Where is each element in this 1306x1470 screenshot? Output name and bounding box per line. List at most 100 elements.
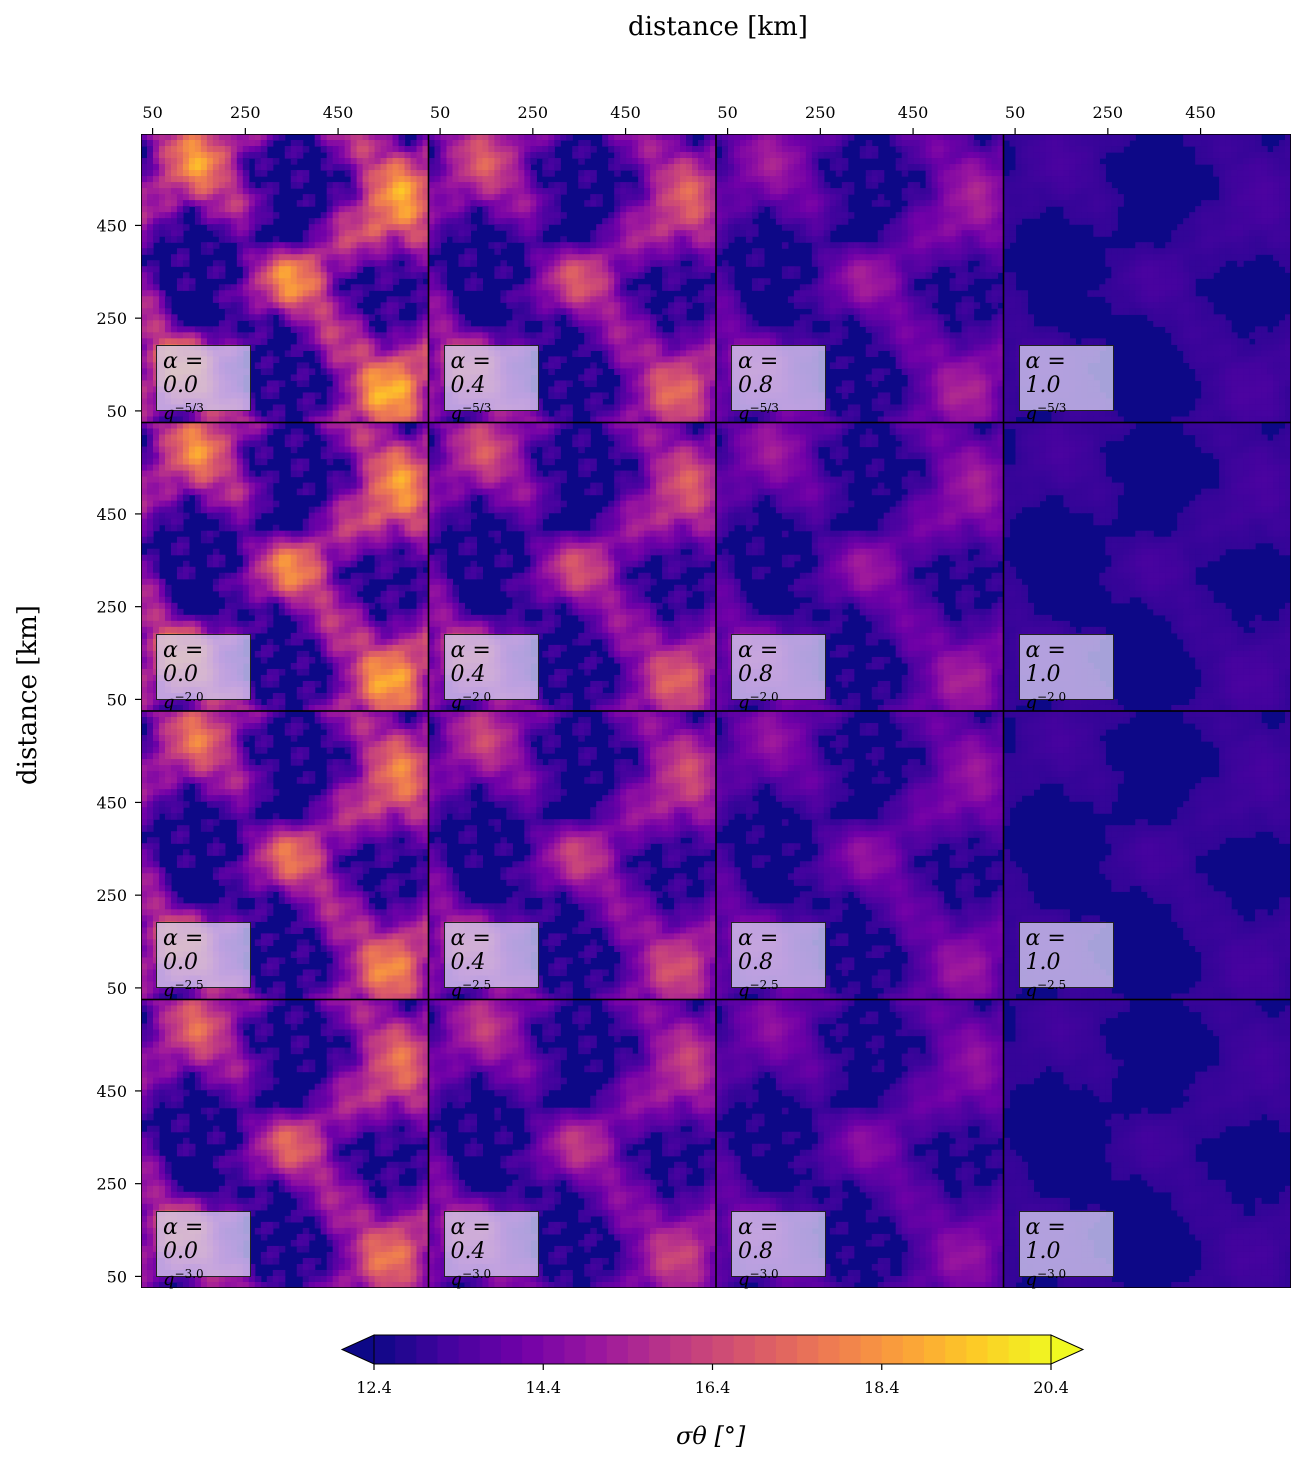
q-label: q−2.5 xyxy=(163,975,244,1001)
heatmap-panel-r3-c1 xyxy=(141,711,429,1000)
heatmap-panel-r3-c2 xyxy=(428,711,716,1000)
alpha-label: α = 0.0 xyxy=(163,638,244,687)
y-tick-label: 250 xyxy=(96,1175,127,1194)
colorbar-level xyxy=(627,1335,650,1364)
x-tick-label: 250 xyxy=(1093,103,1124,122)
y-tick-label: 50 xyxy=(107,690,127,709)
alpha-label: α = 1.0 xyxy=(1026,638,1107,687)
q-label: q−2.0 xyxy=(1026,687,1107,713)
colorbar-level xyxy=(395,1335,417,1364)
colorbar-tick-label: 18.4 xyxy=(864,1378,900,1397)
colorbar-level xyxy=(754,1335,777,1364)
colorbar-level xyxy=(543,1335,565,1364)
colorbar-level xyxy=(818,1335,840,1364)
colorbar-level xyxy=(458,1335,481,1364)
colorbar-level xyxy=(564,1335,587,1364)
alpha-label: α = 0.0 xyxy=(163,927,244,975)
colorbar-level xyxy=(987,1335,1010,1364)
panel-legend-box: α = 1.0 q−3.0 xyxy=(1018,1210,1114,1289)
y-tick-label: 50 xyxy=(107,979,127,998)
colorbar-level xyxy=(479,1335,502,1364)
x-tick-label: 250 xyxy=(230,103,261,122)
q-label: q−3.0 xyxy=(451,1264,532,1290)
panel-legend-box: α = 0.4 q−2.5 xyxy=(443,922,539,1001)
panel-legend-box: α = 1.0 q−5/3 xyxy=(1018,345,1114,424)
panel-legend-box: α = 0.8 q−5/3 xyxy=(731,345,826,424)
colorbar-level xyxy=(924,1335,946,1364)
colorbar-extend-max xyxy=(1050,1334,1085,1365)
x-tick-label: 50 xyxy=(430,103,450,122)
colorbar-level xyxy=(860,1335,883,1364)
axis-ticks: 50 250 450 50 250 450 50 250 450 50 250 450 450 250 50… xyxy=(96,103,1215,1286)
colorbar-tick-label: 20.4 xyxy=(1033,1378,1069,1397)
heatmap-panel-r3-c3 xyxy=(716,711,1004,1000)
panel-legend-box: α = 0.0 q−5/3 xyxy=(156,345,251,424)
alpha-label: α = 0.0 xyxy=(163,350,244,398)
q-label: q−3.0 xyxy=(163,1264,244,1290)
colorbar-label: σθ [°] xyxy=(676,1422,745,1450)
y-tick-label: 250 xyxy=(96,598,127,617)
y-tick-label: 450 xyxy=(96,505,127,524)
q-label: q−2.0 xyxy=(738,687,819,713)
x-tick-label: 450 xyxy=(323,103,354,122)
panel-legend-box: α = 0.0 q−2.5 xyxy=(156,922,251,1001)
q-label: q−3.0 xyxy=(1026,1264,1107,1290)
alpha-label: α = 1.0 xyxy=(1026,350,1107,398)
alpha-label: α = 0.8 xyxy=(738,927,819,975)
panel-legend-box: α = 0.4 q−3.0 xyxy=(443,1210,539,1289)
colorbar-level xyxy=(733,1335,756,1364)
alpha-label: α = 1.0 xyxy=(1026,1215,1107,1264)
panel-legend-box: α = 0.4 q−5/3 xyxy=(443,345,539,424)
panel-legend-box: α = 0.0 q−3.0 xyxy=(156,1210,251,1289)
x-tick-label: 250 xyxy=(805,103,836,122)
q-label: q−2.5 xyxy=(738,975,819,1001)
colorbar-tick-label: 14.4 xyxy=(525,1378,561,1397)
colorbar-level xyxy=(902,1335,925,1364)
panel-legend-box: α = 1.0 q−2.5 xyxy=(1018,922,1114,1001)
colorbar-level xyxy=(839,1335,862,1364)
x-tick-label: 50 xyxy=(717,103,737,122)
y-tick-label: 450 xyxy=(96,793,127,812)
x-tick-label: 50 xyxy=(142,103,162,122)
colorbar: 12.4 14.4 16.4 18.4 20.4 xyxy=(340,1334,1085,1397)
colorbar-level xyxy=(606,1335,629,1364)
colorbar-level xyxy=(585,1335,608,1364)
colorbar-level xyxy=(1029,1335,1052,1364)
q-label: q−5/3 xyxy=(1026,398,1107,424)
y-tick-label: 250 xyxy=(96,309,127,328)
y-tick-label: 450 xyxy=(96,1082,127,1101)
panel-legend-box: α = 0.8 q−2.5 xyxy=(731,922,826,1001)
x-tick-label: 450 xyxy=(898,103,929,122)
colorbar-level xyxy=(416,1335,438,1364)
colorbar-level xyxy=(1008,1335,1031,1364)
panel-legend-box: α = 0.8 q−2.0 xyxy=(731,633,826,712)
colorbar-level xyxy=(500,1335,523,1364)
colorbar-level xyxy=(775,1335,798,1364)
alpha-label: α = 0.4 xyxy=(451,350,532,398)
panel-legend-box: α = 0.4 q−2.0 xyxy=(443,633,539,712)
colorbar-level xyxy=(670,1335,692,1364)
alpha-label: α = 0.8 xyxy=(738,638,819,687)
alpha-label: α = 0.4 xyxy=(451,1215,532,1264)
colorbar-level xyxy=(797,1335,819,1364)
q-label: q−2.0 xyxy=(163,687,244,713)
q-label: q−5/3 xyxy=(451,398,532,424)
x-axis-label: distance [km] xyxy=(628,12,808,42)
alpha-label: α = 0.4 xyxy=(451,927,532,975)
y-tick-label: 250 xyxy=(96,886,127,905)
colorbar-level xyxy=(945,1335,967,1364)
alpha-label: α = 0.8 xyxy=(738,1215,819,1264)
q-label: q−2.5 xyxy=(1026,975,1107,1001)
panel-grid xyxy=(141,134,1291,1288)
colorbar-level xyxy=(712,1335,735,1364)
q-label: q−5/3 xyxy=(738,398,819,424)
panel-legend-box: α = 0.0 q−2.0 xyxy=(156,633,251,712)
colorbar-level xyxy=(881,1335,904,1364)
alpha-label: α = 0.0 xyxy=(163,1215,244,1264)
colorbar-extend-min xyxy=(340,1334,375,1365)
colorbar-level xyxy=(522,1335,544,1364)
colorbar-level xyxy=(649,1335,671,1364)
x-tick-label: 450 xyxy=(1185,103,1216,122)
y-tick-label: 50 xyxy=(107,402,127,421)
